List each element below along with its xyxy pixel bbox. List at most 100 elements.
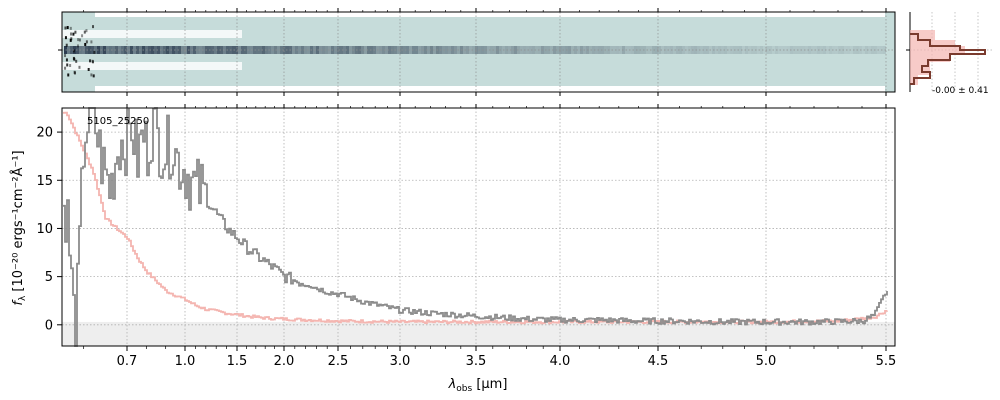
spectrum-2d-noise-cell <box>69 63 72 67</box>
spectrum-2d-trace-cell <box>703 46 706 54</box>
spectrum-2d-trace-cell <box>424 46 427 54</box>
spectrum-2d-noise-cell <box>70 32 73 36</box>
spectrum-2d-background <box>62 12 895 92</box>
y-tick-label: 20 <box>36 126 53 141</box>
spectrum-2d-noise-cell <box>65 43 68 47</box>
x-tick-label: 4.0 <box>550 354 571 369</box>
spectrum-2d-trace-cell <box>760 46 763 54</box>
spectrum-2d-trace-cell <box>805 46 808 54</box>
spectrum-2d-trace-cell <box>196 46 199 54</box>
spectrum-2d-trace-cell <box>550 46 553 54</box>
spectrum-2d-trace-cell <box>175 46 178 54</box>
spectrum-2d-noise-cell <box>81 34 84 38</box>
spectrum-2d-trace-cell <box>622 46 625 54</box>
spectrum-2d-trace-cell <box>508 46 511 54</box>
spectrum-2d-trace-cell <box>529 46 532 54</box>
spectrum-2d-trace-cell <box>682 46 685 54</box>
spectrum-2d-trace-cell <box>70 46 73 54</box>
spectrum-2d-trace-cell <box>301 46 304 54</box>
x-tick-label: 5.5 <box>876 354 897 369</box>
spectrum-2d-trace-cell <box>280 46 283 54</box>
error-line <box>63 111 888 325</box>
spectrum-2d-trace-cell <box>727 46 730 54</box>
spectrum-2d-trace-cell <box>868 46 871 54</box>
spectrum-2d-trace-cell <box>385 46 388 54</box>
spectrum-2d-trace-cell <box>871 46 874 54</box>
spectrum-2d-noise-cell <box>91 60 94 64</box>
spectrum-2d-trace-cell <box>823 46 826 54</box>
spectrum-2d-trace-cell <box>658 46 661 54</box>
spectrum-2d-noise-cell <box>70 37 73 41</box>
spectrum-2d-noise-cell <box>93 50 96 54</box>
spectrum-2d-trace-cell <box>553 46 556 54</box>
spectrum-2d-trace-cell <box>67 46 70 54</box>
spectrum-2d-noise-cell <box>73 57 76 61</box>
spectrum-2d-trace-cell <box>403 46 406 54</box>
spectrum-1d-panel: 0.7 1.0 1.5 2.0 2.5 3.0 3.5 4.0 4.5 5.0 5.5 0 5 10 15… <box>36 104 896 369</box>
spectrum-2d-noise-cell <box>78 38 81 42</box>
spectrum-2d-trace-cell <box>556 46 559 54</box>
spectrum-2d-trace-cell <box>430 46 433 54</box>
spectrum-2d-noise-cell <box>73 49 76 53</box>
x-tick-label: 2.5 <box>328 354 349 369</box>
spectrum-2d-trace-cell <box>580 46 583 54</box>
flux-series <box>63 107 888 347</box>
spectrum-2d-trace-cell <box>214 46 217 54</box>
spectrum-2d-frame <box>61 11 896 93</box>
spectrum-2d-trace-cell <box>613 46 616 54</box>
zero-band <box>62 321 895 346</box>
object-id-label: 5105_25250 <box>87 116 149 127</box>
spectrum-2d-trace-cell <box>724 46 727 54</box>
spectrum-2d-trace-cell <box>325 46 328 54</box>
spectrum-2d-trace-cell <box>496 46 499 54</box>
spectrum-2d-noise-cell <box>85 40 88 44</box>
spectrum-2d-noise-cell <box>76 44 79 48</box>
spatial-profile-plot <box>906 12 992 92</box>
spectrum-2d-trace-cell <box>655 46 658 54</box>
spectrum-2d-ticks <box>58 8 887 96</box>
spectrum-2d-trace-cell <box>808 46 811 54</box>
spectrum-2d-trace-cell <box>202 46 205 54</box>
spectrum-2d-trace-cell <box>349 46 352 54</box>
x-tick-label: 4.5 <box>648 354 669 369</box>
spectrum-2d-trace-cell <box>847 46 850 54</box>
spectrum-1d-frame <box>61 107 896 347</box>
spectrum-2d-noise-cell <box>78 65 81 69</box>
spectrum-2d-noise-cell <box>75 59 78 63</box>
spectrum-2d-trace-cell <box>745 46 748 54</box>
spectrum-2d-trace-cell <box>664 46 667 54</box>
spectrum-2d-trace-cell <box>844 46 847 54</box>
spectrum-2d-noise-cell <box>64 36 67 40</box>
spectrum-2d-trace-cell <box>676 46 679 54</box>
spectrum-2d-trace-cell <box>235 46 238 54</box>
spectrum-2d-trace-cell <box>493 46 496 54</box>
spectrum-2d-trace-cell <box>802 46 805 54</box>
x-tick-label: 3.5 <box>466 354 487 369</box>
spectrum-2d-trace-cell <box>199 46 202 54</box>
spectrum-2d-trace-cell <box>466 46 469 54</box>
spectrum-2d-trace-cell <box>220 46 223 54</box>
spectrum-2d-trace-cell <box>277 46 280 54</box>
spectrum-2d-trace-cell <box>445 46 448 54</box>
spectrum-2d-trace-cell <box>601 46 604 54</box>
spectrum-2d-gridlines <box>62 12 895 92</box>
spectrum-2d-trace-cell <box>475 46 478 54</box>
spectrum-2d-noise-cell <box>67 73 70 77</box>
flux-line <box>63 107 888 347</box>
spectrum-2d-trace-cell <box>718 46 721 54</box>
spectrum-2d-trace-cell <box>412 46 415 54</box>
spectrum-2d-noise-cell <box>73 71 76 75</box>
spectrum-2d-trace-cell <box>472 46 475 54</box>
spectrum-2d-trace-cell <box>679 46 682 54</box>
spectrum-2d-trace-cell <box>115 46 118 54</box>
spectrum-2d-noise-cell <box>65 58 68 62</box>
spectrum-2d-trace-cell <box>448 46 451 54</box>
spectrum-2d-trace-cell <box>178 46 181 54</box>
spectrum-2d-trace-cell <box>598 46 601 54</box>
spectrum-2d-trace-cell <box>739 46 742 54</box>
y-axis-ticks: 0 5 10 15 20 <box>36 126 62 333</box>
spectrum-2d-trace-cell <box>766 46 769 54</box>
spectrum-2d-trace-cell <box>811 46 814 54</box>
spectrum-2d-trace-cell <box>391 46 394 54</box>
spectrum-2d-trace-cell <box>133 46 136 54</box>
